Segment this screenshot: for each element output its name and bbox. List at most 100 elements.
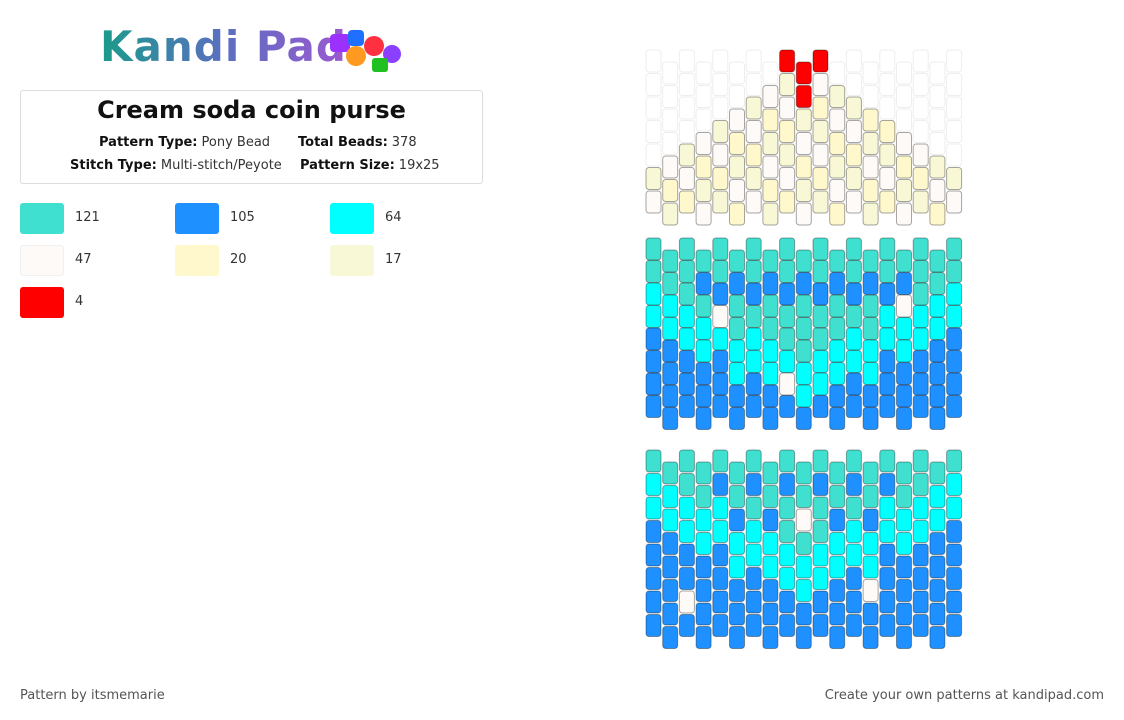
bead bbox=[678, 567, 695, 590]
bead bbox=[929, 461, 946, 485]
bead bbox=[929, 249, 946, 273]
logo-beads bbox=[330, 30, 401, 72]
bead bbox=[912, 143, 929, 167]
bead bbox=[712, 167, 729, 190]
bead bbox=[645, 143, 662, 167]
bead bbox=[745, 590, 762, 614]
bead bbox=[662, 579, 679, 602]
bead bbox=[779, 473, 796, 496]
bead bbox=[862, 132, 879, 155]
info-value: Pony Bead bbox=[201, 135, 271, 150]
bead bbox=[845, 190, 862, 214]
bead bbox=[745, 395, 762, 418]
bead bbox=[946, 96, 963, 120]
bead bbox=[729, 407, 745, 430]
bead bbox=[896, 626, 912, 649]
bead bbox=[929, 85, 946, 108]
bead bbox=[695, 384, 712, 408]
bead bbox=[779, 372, 796, 396]
bead bbox=[745, 260, 762, 283]
bead bbox=[845, 520, 862, 543]
bead bbox=[779, 614, 796, 637]
bead bbox=[845, 449, 862, 473]
bead bbox=[845, 73, 862, 96]
bead bbox=[812, 543, 829, 567]
bead bbox=[896, 108, 912, 132]
bead bbox=[946, 473, 963, 496]
bead bbox=[879, 520, 896, 543]
bead bbox=[795, 202, 812, 226]
bead bbox=[946, 237, 963, 261]
bead bbox=[695, 362, 712, 385]
bead bbox=[762, 461, 779, 485]
bead bbox=[929, 579, 946, 602]
bead bbox=[896, 61, 912, 85]
bead bbox=[695, 555, 712, 579]
bead bbox=[829, 249, 846, 273]
bead bbox=[829, 202, 846, 226]
bead bbox=[645, 372, 662, 396]
color-swatch bbox=[330, 203, 374, 234]
bead bbox=[712, 305, 729, 328]
bead bbox=[829, 485, 846, 508]
bead bbox=[779, 282, 796, 306]
bead bbox=[695, 294, 712, 318]
bead bbox=[829, 294, 846, 318]
bead bbox=[845, 395, 862, 418]
bead bbox=[795, 407, 812, 430]
bead bbox=[896, 272, 912, 295]
bead bbox=[896, 339, 912, 363]
bead bbox=[695, 108, 712, 132]
bead bbox=[862, 579, 879, 602]
bead bbox=[678, 327, 695, 351]
bead bbox=[812, 590, 829, 614]
bead bbox=[929, 294, 946, 318]
info-line: Total Beads: 378 bbox=[298, 135, 417, 150]
bead bbox=[946, 73, 963, 96]
bead bbox=[929, 108, 946, 132]
bead bbox=[795, 155, 812, 179]
bead bbox=[762, 508, 779, 532]
bead bbox=[845, 237, 862, 261]
bead bbox=[829, 272, 846, 295]
bead bbox=[645, 567, 662, 590]
bead bbox=[662, 384, 679, 408]
bead bbox=[829, 461, 846, 485]
bead bbox=[645, 305, 662, 328]
bead bbox=[779, 260, 796, 283]
bead bbox=[912, 260, 929, 283]
color-swatch bbox=[175, 245, 219, 276]
bead bbox=[662, 294, 679, 318]
bead bbox=[912, 496, 929, 520]
bead bbox=[662, 108, 679, 132]
bead bbox=[912, 449, 929, 473]
bead bbox=[862, 294, 879, 318]
bead bbox=[929, 555, 946, 579]
footer-link[interactable]: Create your own patterns at kandipad.com bbox=[824, 688, 1104, 703]
bead bbox=[829, 626, 846, 649]
bead bbox=[645, 496, 662, 520]
bead bbox=[762, 272, 779, 295]
bead bbox=[829, 407, 846, 430]
bead bbox=[645, 520, 662, 543]
bead bbox=[745, 350, 762, 373]
bead bbox=[829, 602, 846, 626]
bead bbox=[812, 496, 829, 520]
bead bbox=[779, 496, 796, 520]
bead bbox=[946, 49, 963, 73]
bead bbox=[929, 532, 946, 555]
bead bbox=[762, 132, 779, 155]
bead bbox=[795, 85, 812, 108]
bead bbox=[896, 85, 912, 108]
bead bbox=[712, 395, 729, 418]
bead bbox=[779, 143, 796, 167]
bead bbox=[729, 555, 745, 579]
bead bbox=[879, 260, 896, 283]
bead bbox=[779, 327, 796, 351]
bead bbox=[946, 282, 963, 306]
bead bbox=[812, 520, 829, 543]
color-swatch bbox=[20, 287, 64, 318]
bead bbox=[879, 543, 896, 567]
bead bbox=[729, 132, 745, 155]
